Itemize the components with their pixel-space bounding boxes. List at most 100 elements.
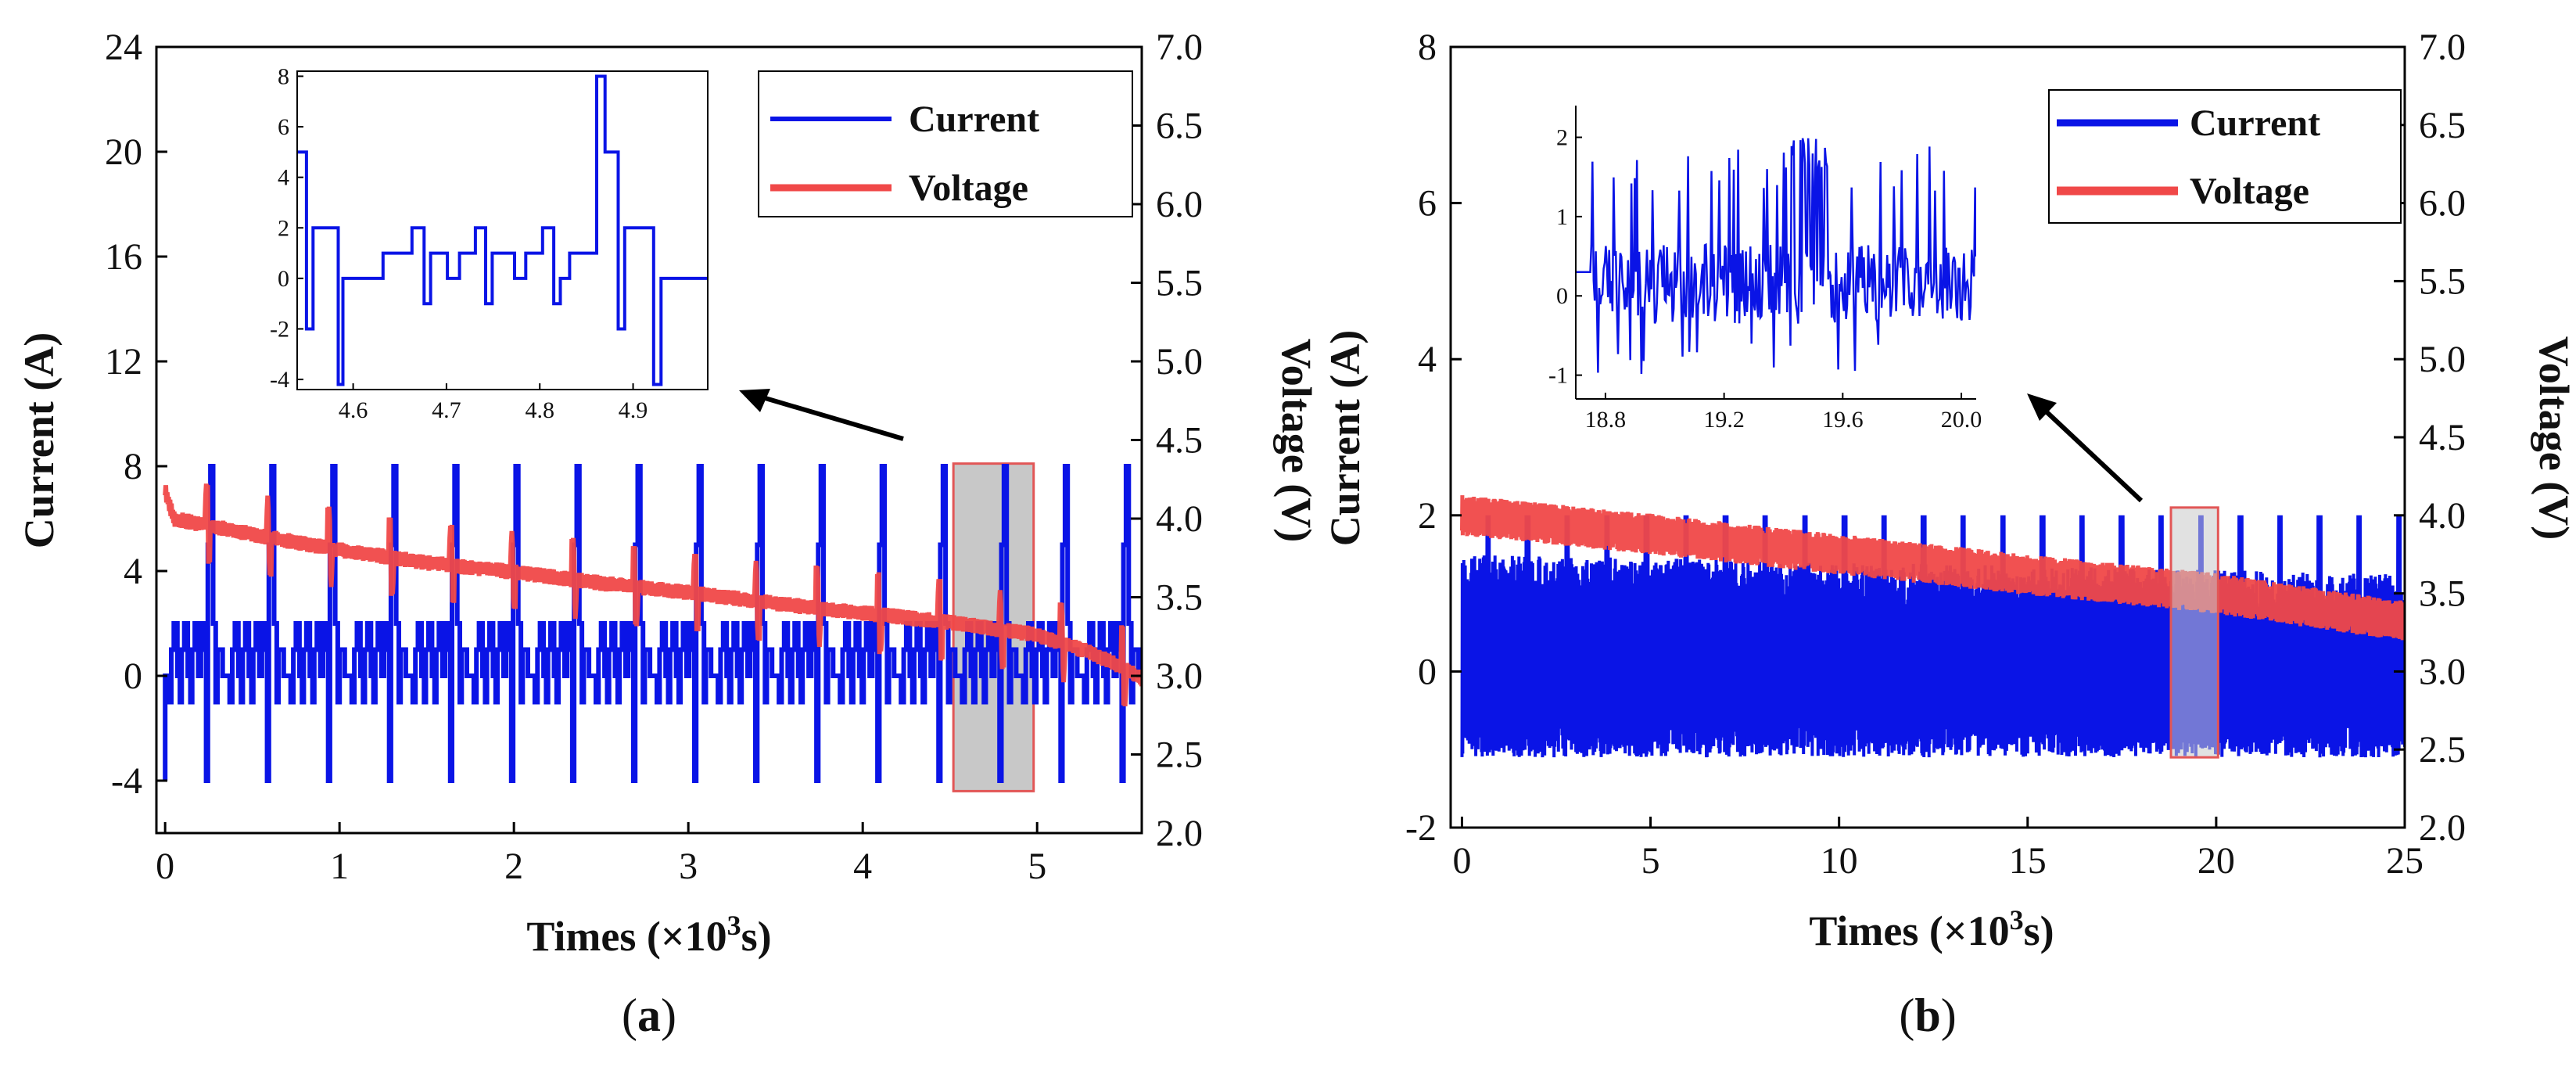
panel-b-y-right-tick-label: 3.0	[2419, 651, 2466, 692]
panel-b-x-label-sup: 3	[2010, 904, 2024, 936]
panel-a-y-right-tick-label: 3.0	[1156, 656, 1203, 697]
panel-b-y-right-tick-label: 6.5	[2419, 105, 2466, 146]
panel-a-y-right-tick-label: 5.0	[1156, 341, 1203, 383]
panel-b-y-left-tick-label: 6	[1418, 183, 1437, 224]
panel-b-x-tick-label: 10	[1821, 840, 1858, 882]
panel-a-x-label-sup: 3	[727, 910, 741, 941]
panel-a-zoom-arrow	[739, 389, 904, 441]
panel-a-y-right-tick-label: 4.0	[1156, 498, 1203, 540]
panel-a-inset-x-tick-label: 4.6	[339, 397, 368, 423]
panel-b-x-label: Times (×103s)	[1809, 904, 2054, 954]
panel-b-legend-voltage-label: Voltage	[2190, 171, 2309, 212]
panel-a-y-right-tick-label: 6.5	[1156, 106, 1203, 147]
panel-a-y-left-tick-label: -4	[111, 760, 142, 802]
panel-b-legend-box	[2048, 89, 2402, 224]
panel-a-x-label-post: s)	[741, 913, 772, 960]
panel-b-y-left-tick-label: 4	[1418, 339, 1437, 380]
panel-b-x-tick-label: 20	[2197, 840, 2235, 882]
panel-b-y-left-tick-label: 2	[1418, 495, 1437, 537]
panel-a-legend: Current Voltage	[758, 70, 1133, 217]
panel-a-y-right-tick-label: 7.0	[1156, 27, 1203, 68]
panel-a-inset-y-tick-label: 0	[278, 266, 289, 292]
panel-a-y-left-label: Current (A)	[16, 332, 63, 548]
panel-b-x-label-pre: Times (×10	[1809, 907, 2009, 954]
panel-a-series-current	[163, 464, 1142, 783]
panel-b-inset-x-tick-label: 18.8	[1585, 407, 1627, 433]
panel-b-inset-y-tick-label: -1	[1548, 363, 1568, 389]
panel-a-inset-y-tick-label: 2	[278, 215, 289, 241]
panel-a-x-tick-label: 1	[330, 846, 349, 887]
panel-b-y-right-label: Voltage (V)	[2531, 336, 2576, 540]
panel-a-y-left-tick-label: 0	[124, 656, 142, 697]
panel-b-inset-x-tick-label: 19.2	[1703, 407, 1745, 433]
panel-b-inset-series-current	[1576, 138, 1976, 375]
panel-a-y-right-tick-label: 2.5	[1156, 735, 1203, 776]
panel-a-inset-frame	[296, 70, 709, 390]
panel-b-y-right-tick-label: 2.0	[2419, 807, 2466, 849]
panel-a-y-left-tick-label: 8	[124, 446, 142, 487]
panel-a-y-left-tick-label: 12	[105, 341, 142, 383]
panel-b-legend-current-label: Current	[2190, 102, 2320, 144]
panel-a-y-right-label: Voltage (V)	[1273, 339, 1320, 542]
panel-a-y-right-tick-label: 2.0	[1156, 813, 1203, 854]
panel-a-legend-box	[758, 70, 1133, 217]
panel-b-y-right-tick-label: 5.0	[2419, 339, 2466, 380]
panel-a-y-right-tick-label: 3.5	[1156, 577, 1203, 619]
panel-a-x-label: Times (×103s)	[526, 910, 771, 960]
panel-a-inset-y-tick-label: -2	[270, 316, 289, 342]
panel-a-y-left-tick-label: 24	[105, 27, 142, 68]
panel-a-caption: (a)	[622, 990, 676, 1041]
panel-b-y-left-tick-label: -2	[1405, 807, 1437, 849]
panel-b-inset-x-tick-label: 20.0	[1941, 407, 1982, 433]
panel-a-inset-y-tick-label: 4	[278, 165, 289, 191]
panel-b-y-right-tick-label: 3.5	[2419, 573, 2466, 615]
panel-b-y-right-tick-label: 5.5	[2419, 260, 2466, 302]
panel-b-series-current	[1460, 515, 2405, 758]
panel-b-inset-y-tick-label: 2	[1556, 125, 1568, 151]
panel-a-y-left-tick-label: 16	[105, 236, 142, 278]
panel-b-x-tick-label: 5	[1641, 840, 1660, 882]
panel-a-inset-y-tick-label: -4	[270, 367, 289, 393]
panel-b-y-right-tick-label: 7.0	[2419, 27, 2466, 68]
panel-a-inset-series-current	[297, 74, 708, 386]
panel-a-x-label-pre: Times (×10	[526, 913, 727, 960]
panel-b-zoom-arrow	[2027, 393, 2144, 503]
panel-b-y-right-tick-label: 6.0	[2419, 183, 2466, 224]
panel-b-y-left-tick-label: 8	[1418, 27, 1437, 68]
panel-a-y-right-tick-label: 6.0	[1156, 184, 1203, 225]
panel-a-legend-current-label: Current	[909, 99, 1039, 140]
panel-b-series-voltage	[1460, 495, 2405, 641]
panel-b-y-left-label: Current (A)	[1322, 330, 1369, 546]
panel-b-y-right-tick-label: 4.5	[2419, 417, 2466, 458]
panel-b-y-right-tick-label: 2.5	[2419, 729, 2466, 770]
panel-b: 0 5 10 15 20 25 -2 0 2 4 6 8 2.0 2.5 3.0 3.5 4.0 4.5 5.0 5.…	[1322, 27, 2576, 1041]
panel-a-y-left-tick-label: 20	[105, 131, 142, 173]
panel-b-x-tick-label: 15	[2009, 840, 2047, 882]
panel-b-y-right-tick-label: 4.0	[2419, 495, 2466, 537]
panel-b-y-left-tick-label: 0	[1418, 651, 1437, 692]
panel-b-inset-y-tick-label: 1	[1556, 204, 1568, 230]
panel-a-y-right-tick-label: 4.5	[1156, 420, 1203, 462]
panel-b-x-label-post: s)	[2024, 907, 2054, 954]
panel-a-inset-y-tick-label: 6	[278, 114, 289, 140]
panel-a-x-tick-label: 0	[156, 846, 174, 887]
panel-a-inset-x-tick-label: 4.8	[525, 397, 554, 423]
panel-a-legend-voltage-label: Voltage	[909, 167, 1028, 209]
panel-a-inset-background	[297, 71, 708, 390]
panel-a-inset: 4.6 4.7 4.8 4.9 -4 -2 0 2 4 6 8	[270, 63, 709, 423]
panel-b-legend: Current Voltage	[2048, 89, 2402, 224]
panel-a-x-tick-label: 3	[679, 846, 698, 887]
panel-a-y-left-tick-label: 4	[124, 551, 142, 592]
panel-a-inset-x-tick-label: 4.9	[619, 397, 648, 423]
panel-b-inset: 18.8 19.2 19.6 20.0 -1 0 1 2	[1548, 106, 1982, 433]
panel-b-x-tick-label: 25	[2386, 840, 2424, 882]
panel-b-x-tick-label: 0	[1452, 840, 1471, 882]
panel-b-caption: (b)	[1899, 990, 1956, 1041]
panel-a-x-tick-label: 2	[504, 846, 523, 887]
panel-a-y-right-tick-label: 5.5	[1156, 263, 1203, 304]
panel-a-inset-x-tick-label: 4.7	[432, 397, 461, 423]
panel-a: 0 1 2 3 4 5-4048121620242.02.53.03.54.04.55.0…	[16, 27, 1320, 1041]
panel-a-x-tick-label: 5	[1028, 846, 1046, 887]
